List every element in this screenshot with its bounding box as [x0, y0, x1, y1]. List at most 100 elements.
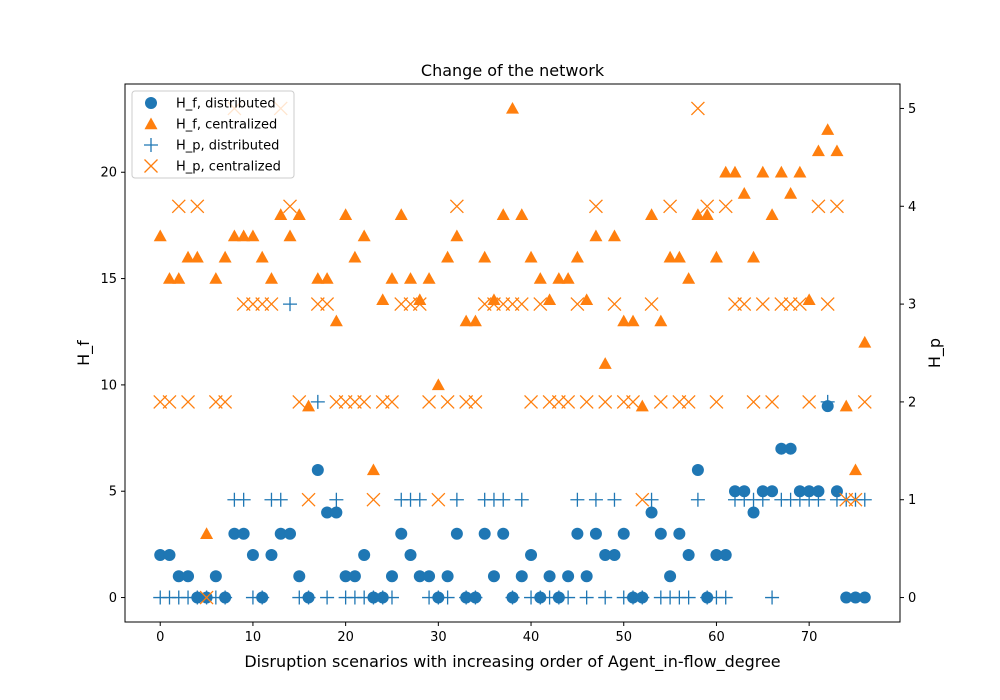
data-point	[746, 394, 761, 409]
legend-marker	[145, 97, 157, 109]
data-point	[237, 229, 251, 242]
x-tick-label: 10	[245, 630, 262, 645]
data-point	[654, 314, 668, 327]
data-point	[246, 229, 260, 242]
data-point	[172, 272, 186, 284]
data-point	[533, 272, 547, 284]
data-point	[802, 293, 816, 306]
data-point	[449, 492, 464, 507]
data-point	[607, 297, 622, 312]
data-point	[339, 570, 352, 583]
data-point	[301, 492, 316, 507]
data-point	[784, 442, 797, 455]
chart-title: Change of the network	[421, 61, 605, 80]
data-point	[227, 229, 241, 242]
data-point	[599, 549, 612, 562]
plot-frame	[124, 83, 901, 623]
data-point	[617, 314, 631, 327]
x-tick-label: 50	[615, 630, 632, 645]
data-point	[811, 492, 826, 507]
data-point	[311, 463, 324, 476]
data-point	[440, 590, 455, 605]
data-point	[385, 272, 399, 284]
data-point	[533, 297, 548, 312]
plot-area	[153, 101, 872, 605]
data-point	[793, 165, 807, 178]
series-triangle	[153, 101, 872, 539]
data-point	[200, 527, 214, 539]
data-point	[579, 590, 594, 605]
data-point	[718, 199, 733, 214]
data-point	[663, 199, 678, 214]
data-point	[792, 297, 807, 312]
data-point	[803, 485, 816, 498]
data-point	[738, 485, 751, 498]
data-point	[301, 590, 316, 605]
data-point	[468, 590, 483, 605]
y-right-tick-label: 1	[908, 493, 916, 508]
data-point	[209, 272, 223, 284]
data-point	[153, 229, 167, 242]
data-point	[626, 314, 640, 327]
y-right-tick-label: 5	[908, 102, 916, 117]
data-point	[172, 570, 185, 583]
data-point	[673, 527, 686, 540]
data-point	[497, 527, 510, 540]
y-right-tick-label: 0	[908, 591, 916, 606]
data-point	[839, 399, 853, 412]
data-point	[505, 590, 520, 605]
data-point	[441, 250, 455, 263]
data-point	[737, 297, 752, 312]
data-point	[162, 272, 176, 284]
y-right-tick-label: 2	[908, 395, 916, 410]
data-point	[524, 394, 539, 409]
data-point	[450, 527, 463, 540]
data-point	[348, 570, 361, 583]
data-point	[709, 394, 724, 409]
data-point	[283, 229, 297, 242]
data-point	[190, 250, 204, 263]
data-point	[218, 250, 232, 263]
data-point	[265, 549, 278, 562]
data-point	[441, 570, 454, 583]
data-point	[579, 394, 594, 409]
data-point	[857, 492, 872, 507]
data-point	[449, 199, 464, 214]
data-point	[228, 527, 241, 540]
data-point	[422, 272, 436, 284]
data-point	[321, 506, 334, 519]
data-point	[264, 272, 278, 284]
data-point	[413, 293, 427, 306]
data-point	[588, 492, 603, 507]
y-right-axis-ticks: 0 1 2 3 4 5	[900, 102, 916, 606]
data-point	[645, 208, 659, 220]
data-point	[292, 208, 306, 220]
data-point	[691, 463, 704, 476]
data-point	[450, 229, 464, 242]
y-left-tick-label: 5	[109, 485, 117, 500]
data-point	[218, 590, 233, 605]
data-point	[543, 570, 556, 583]
y-left-axis-label: H_f	[74, 340, 94, 366]
data-point	[404, 549, 417, 562]
data-point	[857, 394, 872, 409]
series-x	[153, 101, 872, 605]
data-point	[728, 165, 742, 178]
data-point	[700, 208, 714, 220]
data-point	[598, 357, 612, 369]
data-point	[774, 165, 788, 178]
data-point	[478, 527, 491, 540]
data-point	[690, 101, 705, 116]
data-point	[626, 394, 640, 409]
data-point	[682, 272, 696, 284]
data-point	[496, 208, 510, 220]
data-point	[849, 591, 862, 604]
data-point	[506, 101, 519, 114]
data-point	[357, 229, 371, 242]
data-point	[395, 527, 408, 540]
data-point	[793, 485, 806, 498]
data-point	[664, 570, 677, 583]
x-tick-label: 40	[523, 630, 540, 645]
data-point	[182, 570, 195, 583]
